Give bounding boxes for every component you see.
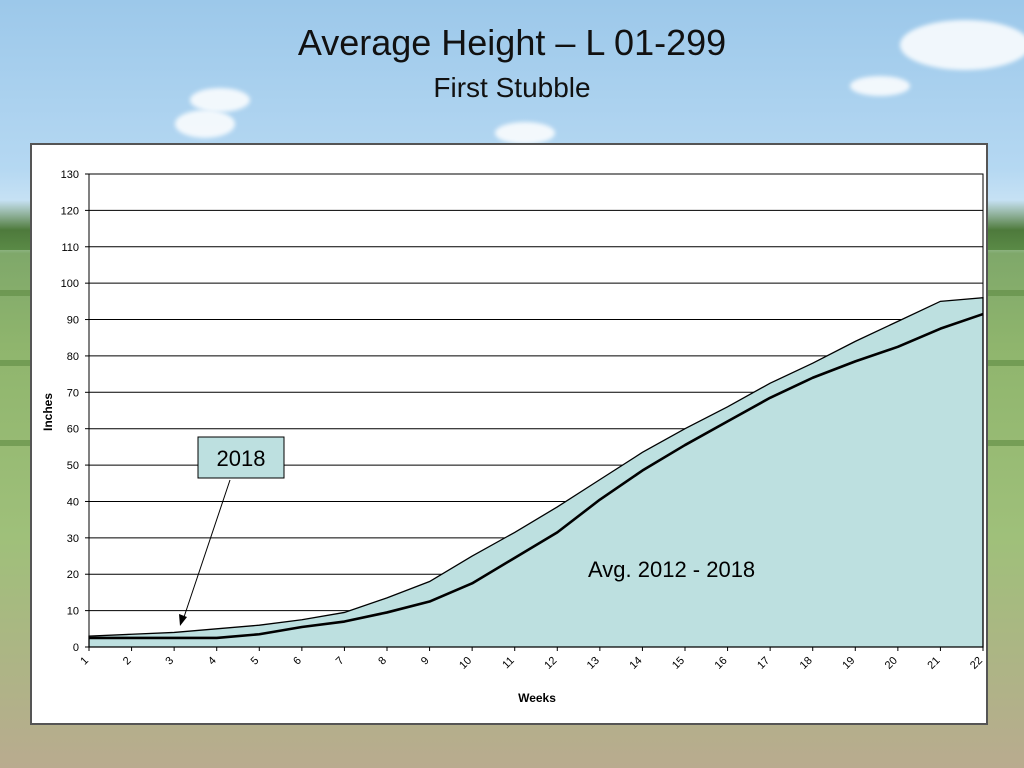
x-tick-label-21: 21 — [925, 655, 942, 672]
x-tick-label-13: 13 — [585, 655, 602, 672]
y-tick-labels: 0 10 20 30 40 50 60 70 80 90 100 110 120 130 — [61, 169, 79, 654]
avg-area-layer — [88, 297, 984, 648]
series-avg-2012-2018-area — [88, 297, 984, 648]
slide-title: Average Height – L 01-299 — [297, 22, 727, 63]
x-tick-label-19: 19 — [840, 655, 857, 672]
series-2018-line — [89, 312, 984, 640]
x-tick-label-9: 9 — [419, 655, 432, 668]
x-tick-label-12: 12 — [542, 655, 559, 672]
x-tick-label-14: 14 — [627, 655, 644, 672]
x-tick-label-7: 7 — [334, 655, 347, 668]
x-tick-label-10: 10 — [457, 655, 474, 672]
callout-arrowhead — [179, 614, 187, 626]
area-label-avg: Avg. 2012 - 2018 — [588, 557, 755, 582]
cloud-decoration — [175, 110, 235, 138]
y-tick-label-0: 0 — [73, 642, 79, 654]
cloud-decoration — [190, 88, 250, 112]
y-axis-title: Inches — [41, 393, 55, 431]
x-tick-label-17: 17 — [755, 655, 772, 672]
callouts: 2018 Avg. 2012 - 2018 — [179, 436, 755, 626]
slide-subtitle: First Stubble — [433, 72, 591, 103]
y-tick-label-80: 80 — [67, 351, 79, 363]
x-tick-labels: 1 2 3 4 5 6 7 8 9 10 11 12 13 14 15 16 17 18 19 20 21 22 — [78, 655, 985, 672]
cloud-decoration — [900, 20, 1024, 70]
y-tick-label-10: 10 — [67, 606, 79, 618]
x-tick-label-20: 20 — [883, 655, 900, 672]
y-tick-label-130: 130 — [61, 169, 79, 181]
y-tick-label-30: 30 — [67, 533, 79, 545]
x-tick-label-8: 8 — [376, 655, 389, 668]
callout-2018-label: 2018 — [217, 446, 266, 471]
y-tick-label-120: 120 — [61, 205, 79, 217]
x-tick-label-6: 6 — [291, 655, 304, 668]
x-tick-label-22: 22 — [968, 655, 985, 672]
x-tick-label-4: 4 — [206, 655, 219, 668]
x-tick-label-18: 18 — [798, 655, 815, 672]
y-tick-label-110: 110 — [61, 242, 79, 254]
y-tick-label-100: 100 — [61, 278, 79, 290]
callout-2018-box — [197, 436, 285, 479]
y-tick-label-70: 70 — [67, 387, 79, 399]
plot-border — [88, 173, 984, 648]
y-tick-label-60: 60 — [67, 424, 79, 436]
x-tick-label-16: 16 — [713, 655, 730, 672]
x-tick-label-1: 1 — [78, 655, 91, 668]
y-tick-label-50: 50 — [67, 460, 79, 472]
y-tick-label-90: 90 — [67, 315, 79, 327]
line-2018-layer — [89, 312, 984, 640]
axes — [85, 173, 984, 651]
x-axis-title: Weeks — [518, 691, 556, 705]
y-tick-label-20: 20 — [67, 569, 79, 581]
x-tick-label-15: 15 — [670, 655, 687, 672]
x-tick-label-5: 5 — [249, 655, 262, 668]
x-tick-label-11: 11 — [500, 655, 517, 672]
cloud-decoration — [850, 76, 910, 96]
callout-2018-arrow — [182, 479, 231, 621]
y-tick-label-40: 40 — [67, 496, 79, 508]
x-tick-label-2: 2 — [121, 655, 134, 668]
x-tick-label-3: 3 — [163, 655, 176, 668]
cloud-decoration — [495, 122, 555, 144]
